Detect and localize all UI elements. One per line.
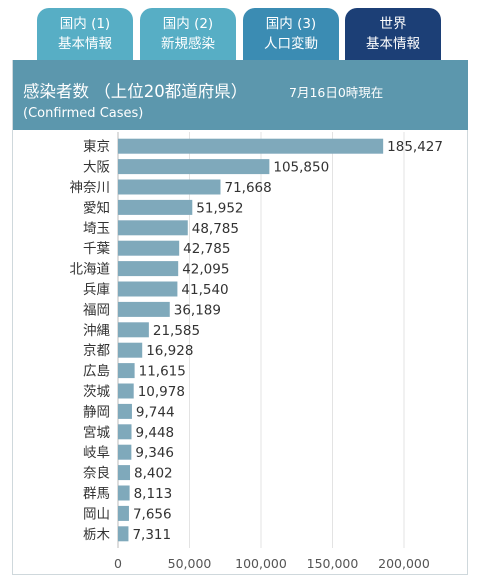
tab-label-line1: 世界: [379, 16, 407, 32]
x-tick-label: 150,000: [307, 556, 359, 571]
bar: [118, 301, 170, 317]
category-label: 大阪: [83, 160, 110, 176]
data-label: 11,615: [139, 364, 186, 380]
category-label: 福岡: [83, 302, 110, 318]
data-label: 9,744: [136, 404, 175, 420]
category-label: 奈良: [83, 466, 110, 482]
as-of-date: 7月16日0時現在: [289, 85, 384, 100]
bar: [118, 220, 188, 236]
tab-label-line1: 国内 (3): [265, 16, 317, 32]
category-label: 広島: [83, 364, 110, 380]
tab-label-line2: 基本情報: [366, 36, 420, 52]
data-label: 51,952: [196, 200, 243, 216]
data-label: 8,113: [134, 486, 173, 502]
category-label: 埼玉: [83, 221, 110, 237]
bar: [118, 281, 178, 297]
bar: [118, 444, 132, 460]
tab-bar: 国内 (1) 基本情報 国内 (2) 新規感染 国内 (3) 人口変動 世界 基…: [0, 0, 480, 60]
data-label: 7,311: [132, 527, 171, 543]
data-label: 8,402: [134, 466, 173, 482]
data-label: 42,785: [183, 241, 230, 257]
data-label: 7,656: [133, 506, 172, 522]
chart-subtitle: (Confirmed Cases): [23, 106, 144, 121]
category-label: 静岡: [83, 404, 110, 420]
bar: [118, 465, 131, 481]
data-label: 42,095: [182, 262, 229, 278]
data-label: 185,427: [387, 139, 443, 155]
bar: [118, 179, 221, 195]
bar: [118, 322, 149, 338]
bar-chart: 東京 185,427 大阪 105,850 神奈川 71,668 愛知 51,952 埼玉 48,…: [70, 132, 443, 571]
data-label: 36,189: [174, 302, 221, 318]
bar: [118, 383, 134, 399]
category-label: 岡山: [83, 506, 110, 522]
category-label: 岐阜: [83, 444, 110, 461]
tab-world-basic-info[interactable]: 世界 基本情報: [345, 8, 441, 60]
chart-header: 感染者数 （上位20都道府県） 7月16日0時現在 (Confirmed Cas…: [13, 60, 468, 130]
category-label: 北海道: [70, 262, 111, 278]
bar: [118, 138, 384, 154]
bar: [118, 363, 135, 379]
data-label: 41,540: [181, 282, 228, 298]
tab-domestic-basic-info[interactable]: 国内 (1) 基本情報: [37, 8, 133, 60]
data-label: 10,978: [138, 384, 185, 400]
bar: [118, 526, 129, 542]
tab-label-line1: 国内 (2): [162, 16, 214, 32]
bar: [118, 485, 130, 501]
x-tick-label: 100,000: [235, 556, 287, 571]
tab-label-line2: 基本情報: [58, 36, 112, 52]
category-label: 宮城: [83, 425, 110, 441]
tab-label-line1: 国内 (1): [59, 16, 111, 32]
category-label: 兵庫: [83, 282, 110, 298]
bar: [118, 261, 179, 277]
data-label: 16,928: [146, 343, 193, 359]
category-label: 愛知: [83, 199, 110, 216]
tab-domestic-population-change[interactable]: 国内 (3) 人口変動: [243, 8, 339, 60]
bar: [118, 240, 180, 256]
category-label: 群馬: [83, 486, 110, 502]
data-label: 21,585: [153, 323, 200, 339]
category-label: 栃木: [83, 527, 110, 543]
data-label: 9,448: [136, 425, 175, 441]
data-label: 9,346: [135, 445, 174, 461]
bar: [118, 199, 193, 215]
tab-label-line2: 新規感染: [161, 36, 215, 52]
x-tick-label: 0: [114, 556, 122, 571]
chart-panel: 感染者数 （上位20都道府県） 7月16日0時現在 (Confirmed Cas…: [12, 60, 468, 575]
bar: [118, 505, 129, 521]
tab-domestic-new-infections[interactable]: 国内 (2) 新規感染: [140, 8, 236, 60]
category-label: 千葉: [83, 241, 110, 257]
bar: [118, 159, 270, 175]
bar: [118, 403, 132, 419]
data-label: 48,785: [192, 221, 239, 237]
data-label: 71,668: [224, 180, 271, 196]
x-tick-label: 50,000: [168, 556, 212, 571]
category-label: 茨城: [83, 384, 110, 400]
tab-label-line2: 人口変動: [264, 36, 318, 52]
bar: [118, 342, 143, 358]
bar: [118, 424, 132, 440]
data-label: 105,850: [273, 160, 329, 176]
category-label: 京都: [83, 343, 110, 359]
category-label: 神奈川: [70, 180, 111, 196]
category-label: 沖縄: [83, 323, 110, 339]
chart-title: 感染者数 （上位20都道府県）: [23, 82, 248, 101]
category-label: 東京: [83, 139, 110, 155]
x-tick-label: 200,000: [378, 556, 430, 571]
